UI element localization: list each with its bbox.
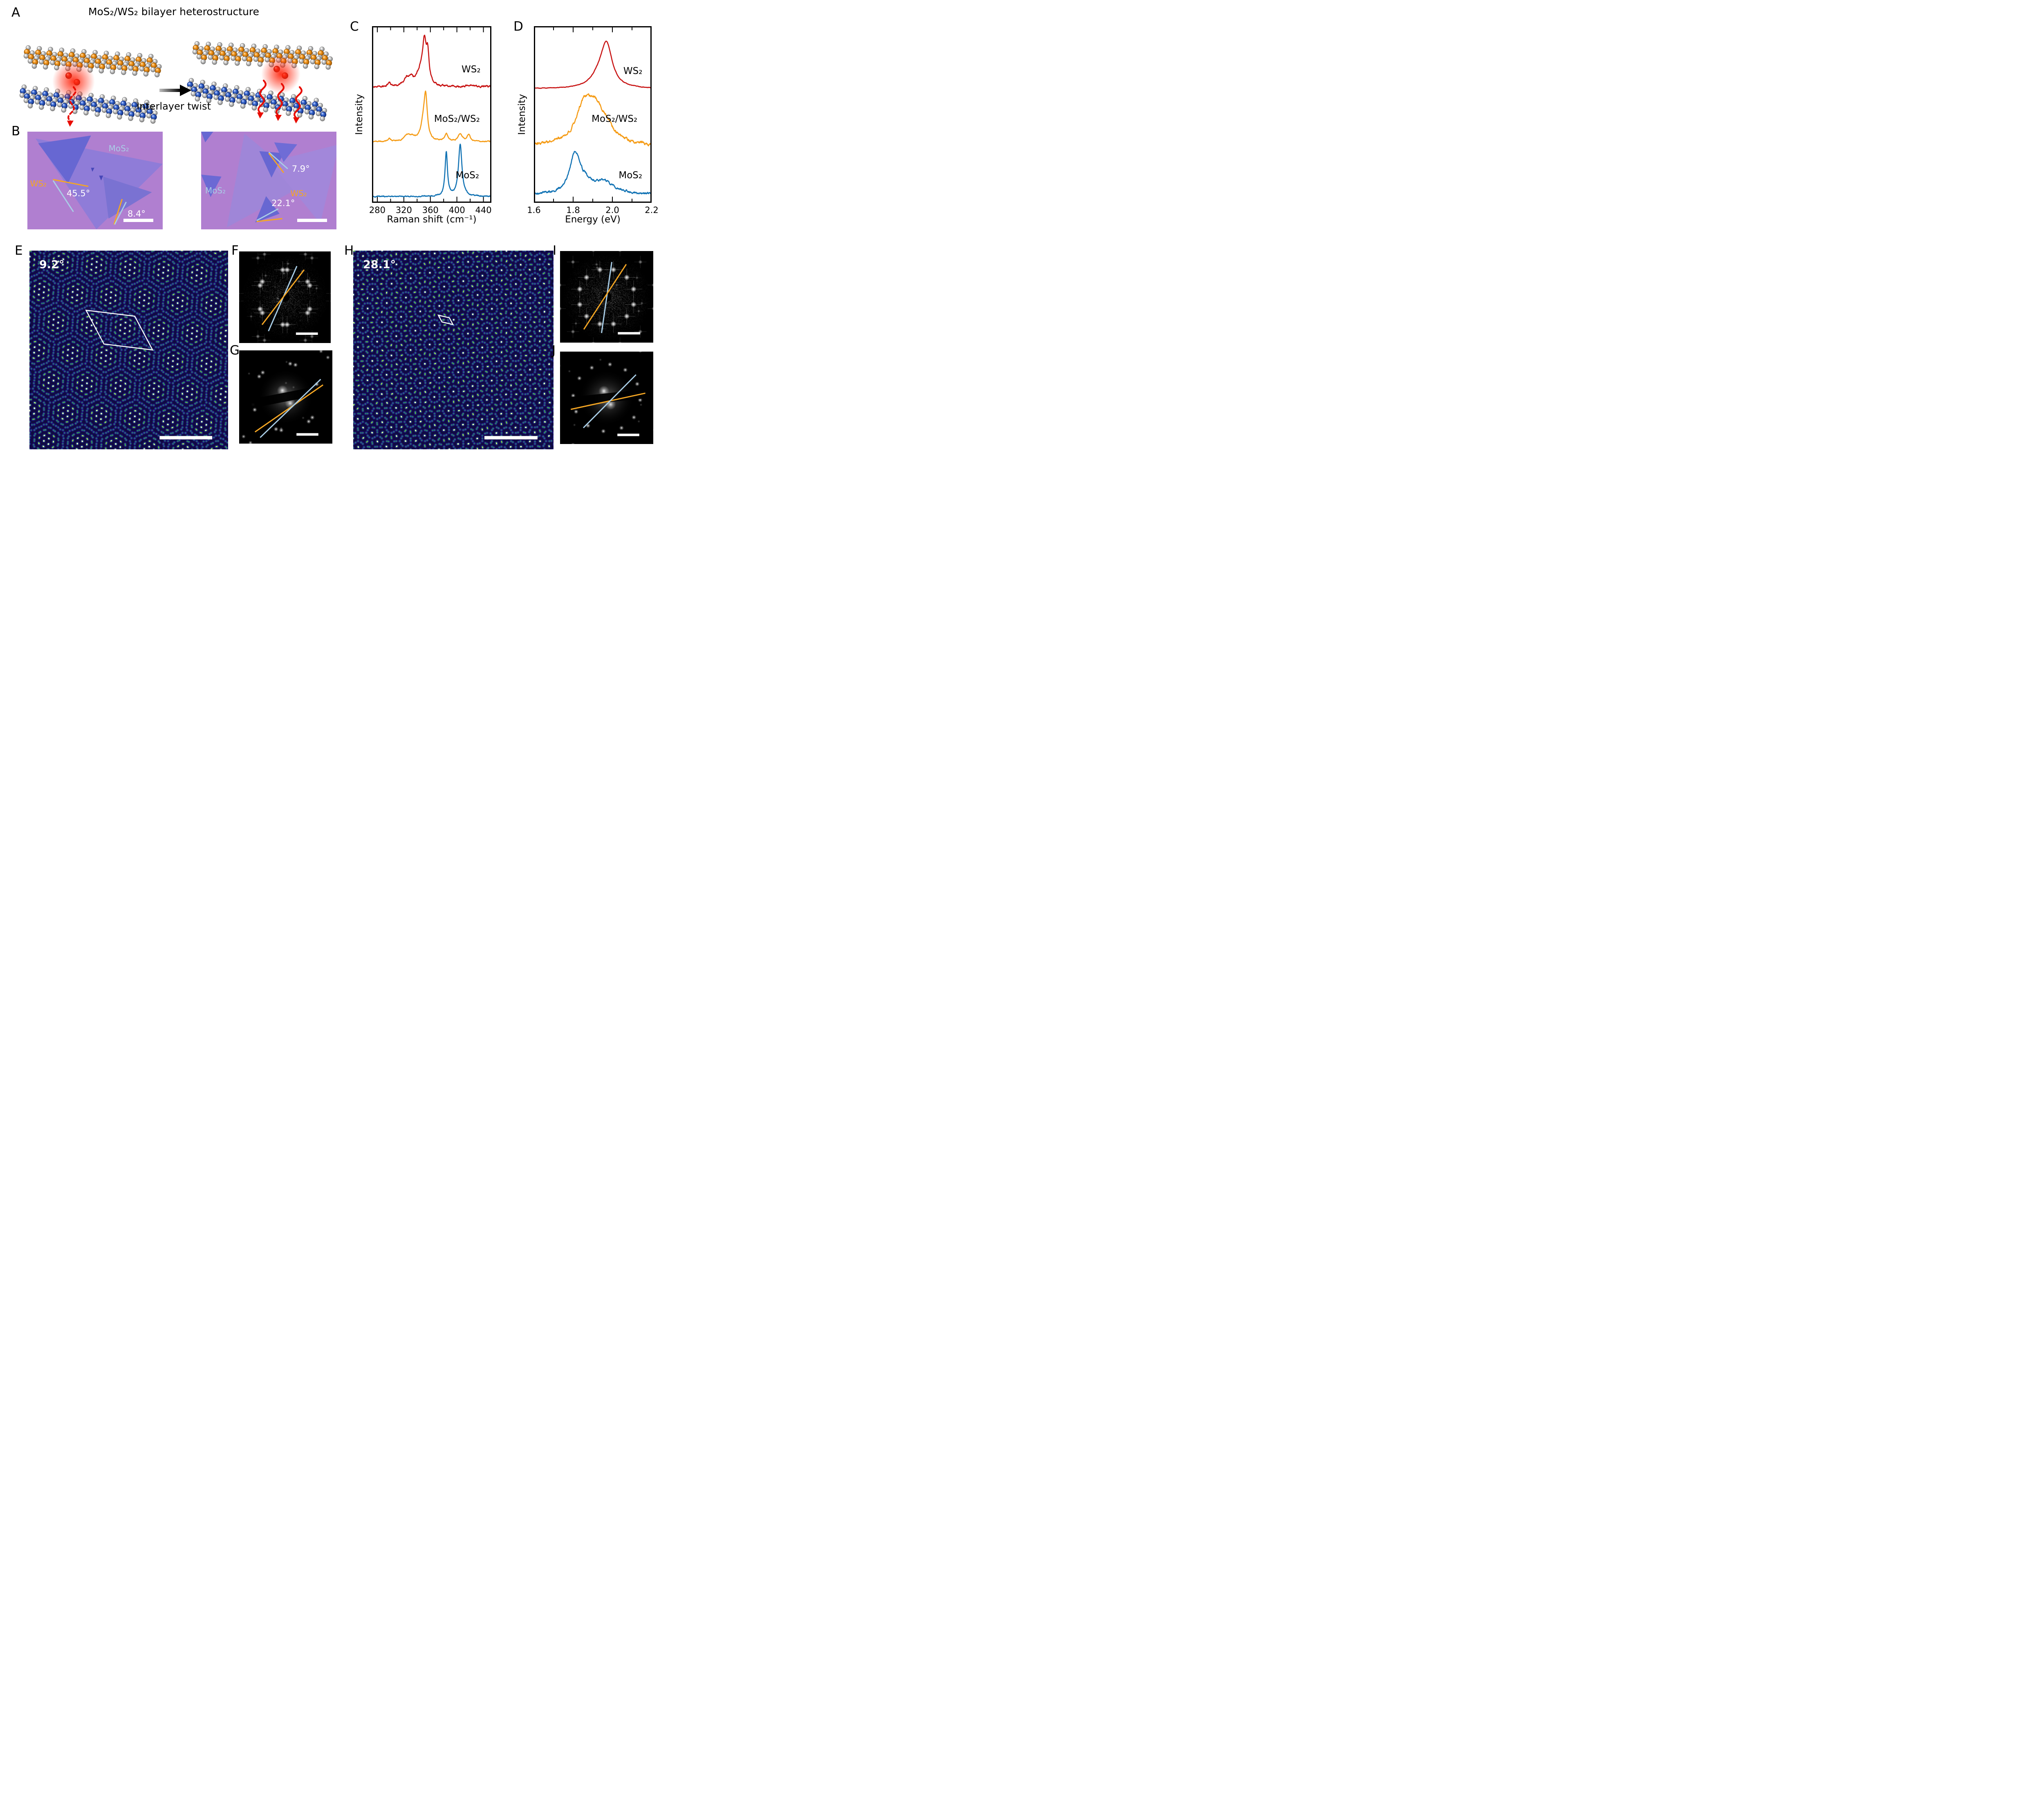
twist-angle-annotation: 7.9° (291, 164, 310, 174)
small-flake-shape (91, 168, 94, 172)
mos2-edge-line (52, 180, 74, 212)
optical-image-right: MoS₂ WS₂ 7.9° 22.1° (201, 132, 336, 229)
diffraction-image-9deg (239, 350, 332, 444)
ws2-edge-line (256, 218, 282, 222)
x-axis-tick-label: 1.6 (527, 205, 541, 215)
x-axis-tick-label: 1.8 (566, 205, 580, 215)
twist-angle-annotation: 45.5° (66, 188, 90, 198)
mos2-flake-label: MoS₂ (108, 144, 129, 154)
panel-f-label: F (231, 243, 239, 258)
diffraction-image-28deg (560, 352, 653, 444)
raman-curve-label-mos2: MoS₂ (455, 170, 480, 181)
bilayer-model-twisted-image (178, 22, 345, 131)
mos2-flake-label: MoS₂ (205, 185, 226, 195)
bilayer-model-aligned-image (12, 22, 164, 131)
panel-g-label: G (230, 343, 240, 358)
x-axis-tick-label: 440 (475, 205, 492, 215)
ws2-flake-label: WS₂ (30, 179, 47, 189)
arrow-shaft (159, 89, 181, 92)
pl-curve-label-mos2ws2: MoS₂/WS₂ (592, 114, 638, 124)
x-axis-tick-label: 280 (369, 205, 386, 215)
scale-bar (297, 218, 327, 222)
raman-curve-label-mos2ws2: MoS₂/WS₂ (434, 114, 480, 124)
fft-image-28deg (560, 251, 653, 343)
panel-c-label: C (350, 19, 359, 34)
twist-angle-annotation: 22.1° (271, 198, 295, 208)
optical-image-left: MoS₂ WS₂ 45.5° 8.4° (27, 132, 163, 229)
small-flake-shape (99, 175, 103, 181)
x-axis-tick-label: 320 (395, 205, 412, 215)
mos2-edge-line (114, 202, 127, 225)
panel-a-title: MoS₂/WS₂ bilayer heterostructure (88, 6, 260, 18)
ws2-edge-line (113, 199, 123, 225)
panel-e-label: E (15, 243, 23, 258)
x-axis-tick-label: 360 (422, 205, 439, 215)
ws2-flake-label: WS₂ (290, 188, 307, 198)
right-arrow-icon (159, 85, 191, 96)
twist-angle-label-e: 9.2° (39, 258, 65, 271)
panel-b-label: B (11, 124, 20, 139)
moire-stem-image-28deg (353, 251, 554, 449)
pl-plot-canvas (534, 26, 652, 203)
panel-i-label: I (553, 243, 557, 258)
raman-plot-canvas (372, 26, 491, 203)
ws2-edge-line (268, 152, 285, 173)
panel-a-label: A (11, 5, 20, 20)
pl-curve-label-mos2: MoS₂ (619, 170, 643, 181)
panel-j-label: J (552, 343, 556, 358)
scale-bar (123, 218, 153, 222)
interlayer-twist-label: Interlayer twist (137, 101, 211, 112)
ws2-edge-line (53, 179, 89, 187)
raman-plot: WS₂ MoS₂/WS₂ MoS₂ 280 320 360 400 440 (369, 26, 492, 215)
twist-angle-annotation: 8.4° (127, 209, 146, 219)
x-axis-tick-label: 2.2 (645, 205, 659, 215)
arrow-head (180, 85, 191, 96)
angle-annotation-lines (256, 152, 288, 222)
moire-stem-image-9deg (29, 251, 228, 449)
pl-y-axis-label: Intensity (517, 94, 527, 135)
figure-page: A MoS₂/WS₂ bilayer heterostructure Inter… (0, 0, 672, 451)
raman-curve-label-ws2: WS₂ (462, 64, 481, 75)
angle-annotation-lines (52, 179, 127, 225)
panel-h-label: H (344, 243, 354, 258)
raman-x-axis-label: Raman shift (cm⁻¹) (387, 214, 477, 225)
pl-x-axis-label: Energy (eV) (565, 214, 621, 225)
x-axis-tick-label: 2.0 (605, 205, 619, 215)
pl-curve-label-ws2: WS₂ (623, 66, 643, 77)
twist-angle-label-h: 28.1° (363, 258, 396, 271)
pl-plot: WS₂ MoS₂/WS₂ MoS₂ 1.6 1.8 2.0 2.2 (527, 26, 659, 215)
mos2-edge-line (268, 152, 288, 169)
fft-image-9deg (239, 251, 331, 343)
mos2-edge-line (256, 208, 279, 221)
raman-y-axis-label: Intensity (354, 94, 365, 135)
panel-d-label: D (513, 19, 523, 34)
x-axis-tick-label: 400 (448, 205, 465, 215)
